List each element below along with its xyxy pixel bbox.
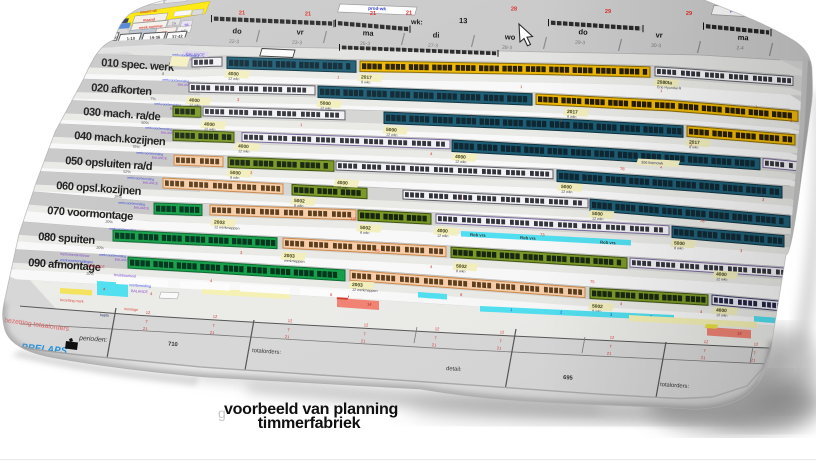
svg-text:timmerfabriek: timmerfabriek: [258, 414, 361, 432]
svg-text:g: g: [218, 405, 226, 421]
svg-text:voorbeeld van planning: voorbeeld van planning: [224, 400, 398, 418]
